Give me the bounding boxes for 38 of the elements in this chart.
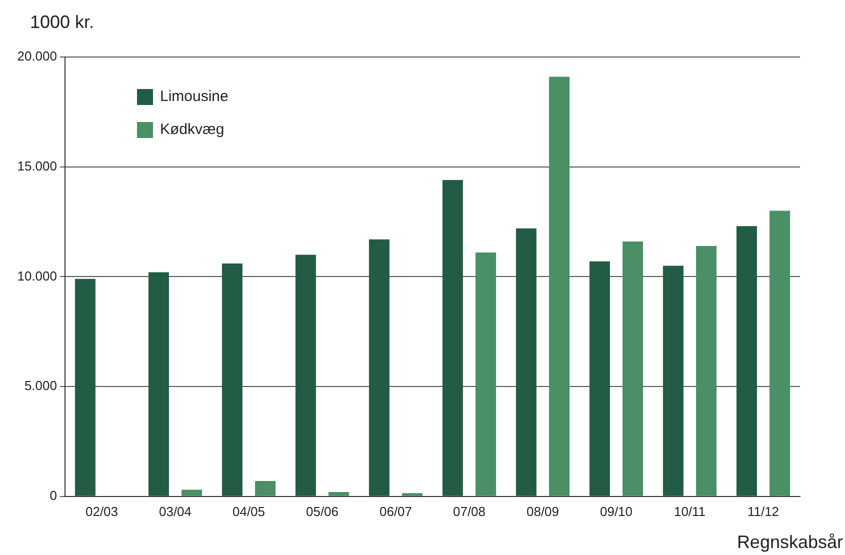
bar <box>148 272 169 496</box>
bar <box>295 254 316 496</box>
bar <box>182 490 202 496</box>
y-tick-label: 20.000 <box>17 48 57 64</box>
bar <box>442 180 463 496</box>
bar <box>662 266 684 496</box>
bar <box>476 252 496 496</box>
bar <box>736 226 757 496</box>
bar <box>696 246 717 496</box>
legend-label: Kødkvæg <box>160 121 224 138</box>
bar <box>328 492 350 496</box>
y-tick-label: 0 <box>50 488 57 503</box>
bar <box>622 242 644 496</box>
bar <box>255 481 276 496</box>
bar <box>222 264 242 496</box>
bar <box>770 210 790 496</box>
y-tick-label: 10.000 <box>17 268 57 284</box>
x-tick-label: 09/10 <box>600 504 633 519</box>
x-tick-label: 04/05 <box>232 504 266 519</box>
x-tick-label: 08/09 <box>526 504 560 519</box>
x-tick-label: 07/08 <box>452 504 486 519</box>
bar <box>516 228 536 496</box>
bar <box>589 261 610 496</box>
x-tick-label: 03/04 <box>158 504 192 519</box>
y-axis-title: 1000 kr. <box>30 12 94 32</box>
x-tick-label: 10/11 <box>674 504 706 519</box>
x-axis-title: Regnskabsår <box>736 532 843 552</box>
x-tick-label: 05/06 <box>306 504 339 519</box>
x-tick-label: 11/12 <box>747 504 780 519</box>
bar <box>549 76 570 496</box>
bar <box>402 493 423 496</box>
y-tick-label: 15.000 <box>17 158 57 174</box>
y-tick-label: 5.000 <box>24 378 57 394</box>
x-tick-label: 02/03 <box>85 504 118 519</box>
bar <box>74 278 96 496</box>
bar <box>368 239 390 496</box>
x-tick-label: 06/07 <box>379 504 412 519</box>
legend-label: Limousine <box>160 88 228 106</box>
